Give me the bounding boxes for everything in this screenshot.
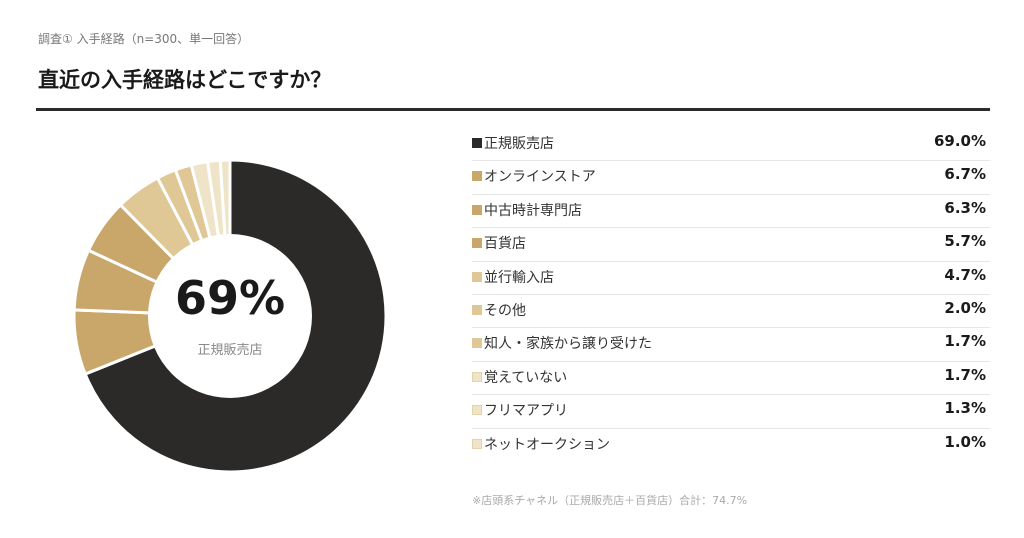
- legend-swatch: [472, 171, 482, 182]
- legend-value: 1.3%: [944, 399, 986, 418]
- legend-row: 百貨店 5.7%: [472, 228, 990, 262]
- donut-hole: [148, 234, 312, 398]
- legend-label: 中古時計専門店: [484, 202, 582, 219]
- legend-row: 知人・家族から譲り受けた 1.7%: [472, 328, 990, 362]
- legend-label: 知人・家族から譲り受けた: [484, 336, 652, 353]
- legend-value: 1.0%: [944, 432, 986, 451]
- legend-row: 並行輸入店 4.7%: [472, 262, 990, 295]
- legend-row: ネットオークション 1.0%: [472, 429, 990, 462]
- legend-swatch: [472, 238, 482, 249]
- legend-value: 1.7%: [944, 332, 986, 351]
- legend-label: フリマアプリ: [484, 403, 568, 420]
- legend-value: 2.0%: [944, 298, 986, 317]
- legend-swatch: [472, 204, 482, 215]
- legend-swatch: [472, 338, 482, 349]
- legend-row: その他 2.0%: [472, 295, 990, 329]
- page-title: 直近の入手経路はどこですか？: [38, 68, 332, 92]
- legend-label: その他: [484, 302, 526, 319]
- legend: 正規販売店 69.0% オンラインストア 6.7% 中古時計専門店 6.3% 百貨店 5.7%…: [472, 128, 990, 462]
- donut-chart: 69% 正規販売店: [72, 158, 388, 474]
- legend-label: 百貨店: [484, 236, 526, 253]
- legend-swatch: [472, 438, 482, 449]
- legend-value: 5.7%: [944, 232, 986, 251]
- legend-swatch: [472, 304, 482, 315]
- survey-caption: 調査① 入手経路（n=300、単一回答）: [38, 32, 250, 46]
- legend-row: フリマアプリ 1.3%: [472, 395, 990, 429]
- legend-value: 69.0%: [933, 132, 986, 150]
- legend-value: 4.7%: [944, 265, 986, 284]
- legend-value: 6.3%: [944, 198, 986, 217]
- legend-swatch: [472, 405, 482, 416]
- legend-row: 正規販売店 69.0%: [472, 128, 990, 162]
- legend-value: 6.7%: [944, 165, 986, 184]
- legend-row: 中古時計専門店 6.3%: [472, 195, 990, 229]
- legend-label: 覚えていない: [484, 369, 568, 386]
- center-label: 正規販売店: [197, 342, 262, 358]
- legend-swatch: [472, 271, 482, 282]
- legend-row: オンラインストア 6.7%: [472, 161, 990, 195]
- legend-swatch: [472, 371, 482, 382]
- legend-label: ネットオークション: [484, 436, 610, 453]
- legend-swatch: [472, 138, 482, 148]
- title-divider: [36, 108, 990, 111]
- legend-label: オンラインストア: [484, 169, 596, 186]
- legend-row: 覚えていない 1.7%: [472, 362, 990, 396]
- legend-label: 正規販売店: [484, 136, 554, 152]
- legend-label: 並行輸入店: [484, 269, 554, 286]
- footnote: ※店頭系チャネル（正規販売店＋百貨店）合計：74.7%: [472, 494, 748, 507]
- legend-value: 1.7%: [944, 365, 986, 384]
- center-percent: 69%: [175, 271, 285, 325]
